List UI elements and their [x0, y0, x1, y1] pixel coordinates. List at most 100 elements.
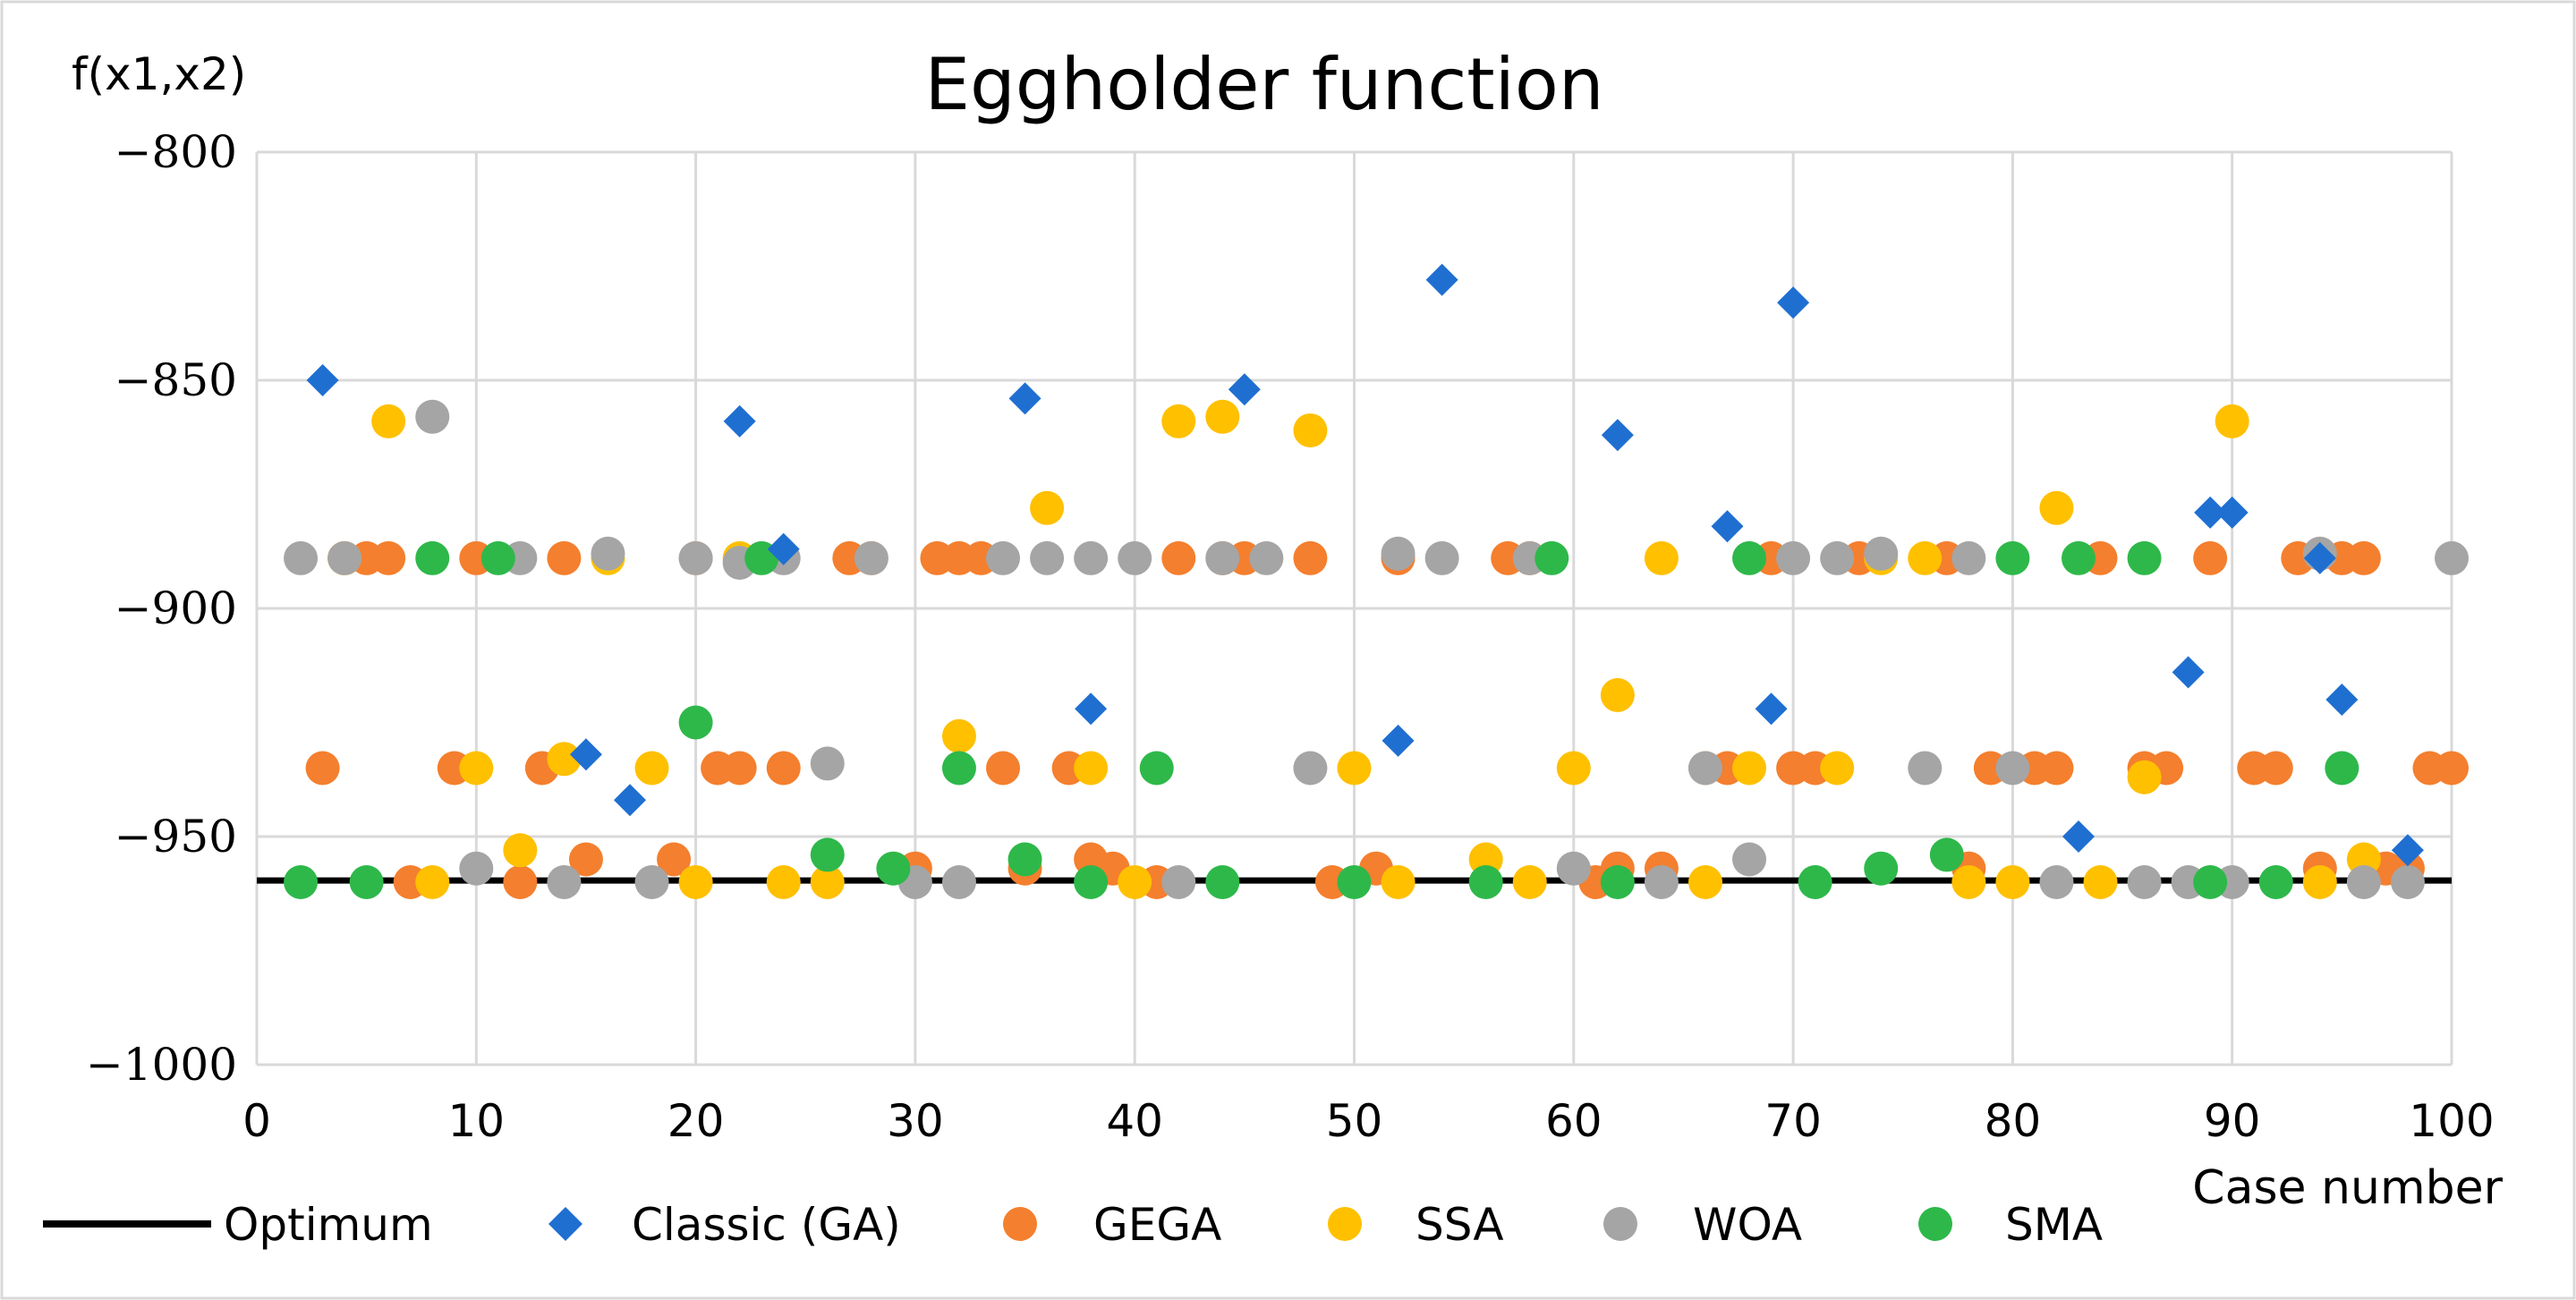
legend-sma-marker [1918, 1207, 1952, 1241]
ssa-point [2215, 404, 2249, 438]
ssa-point [678, 865, 713, 899]
x-tick-label: 20 [667, 1095, 725, 1147]
ssa-point [1074, 751, 1109, 786]
legend-gega-label: GEGA [1093, 1199, 1221, 1251]
sma-point [2061, 540, 2096, 575]
ssa-point [1908, 540, 1943, 575]
woa-point [1074, 540, 1109, 575]
sma-point [284, 865, 319, 899]
series-classic-ga [306, 263, 2424, 867]
ssa-point [1820, 751, 1855, 786]
woa-point [2435, 540, 2469, 575]
ssa-point [415, 865, 450, 899]
woa-point [1118, 540, 1152, 575]
ssa-point [766, 865, 801, 899]
woa-point [678, 540, 713, 575]
woa-point [1732, 842, 1767, 877]
woa-point [2039, 865, 2074, 899]
ssa-point [1556, 751, 1591, 786]
ssa-point [1951, 865, 1986, 899]
woa-point [634, 865, 669, 899]
woa-point [1161, 865, 1196, 899]
classic-ga-point [1425, 263, 1458, 296]
x-tick-label: 60 [1545, 1095, 1603, 1147]
series-ssa [327, 399, 2381, 899]
classic-ga-point [767, 532, 800, 565]
x-tick-label: 70 [1764, 1095, 1822, 1147]
classic-ga-point [2391, 834, 2424, 867]
gega-point [1293, 540, 1328, 575]
classic-ga-point [1008, 382, 1041, 415]
classic-ga-point [614, 784, 647, 817]
sma-point [1995, 540, 2030, 575]
woa-point [2127, 865, 2162, 899]
classic-ga-point [2194, 496, 2227, 529]
woa-point [1908, 751, 1943, 786]
sma-point [1929, 837, 1964, 872]
ssa-point [1293, 413, 1328, 448]
woa-point [1556, 851, 1591, 886]
y-tick-label: −950 [115, 811, 237, 862]
gega-point [2258, 751, 2293, 786]
x-tick-label: 50 [1326, 1095, 1383, 1147]
series-sma [284, 540, 2359, 899]
classic-ga-point [2172, 656, 2205, 689]
sma-point [415, 540, 450, 575]
gega-point [547, 540, 582, 575]
classic-ga-point [306, 364, 339, 396]
woa-point [810, 746, 845, 781]
classic-ga-point [723, 404, 756, 438]
woa-point [1995, 751, 2030, 786]
ssa-point [634, 751, 669, 786]
ssa-point [2127, 760, 2162, 794]
classic-ga-point [2215, 496, 2249, 529]
woa-point [415, 399, 450, 434]
gega-point [1161, 540, 1196, 575]
ssa-point [1600, 677, 1635, 712]
y-tick-label: −850 [115, 354, 237, 406]
woa-point [1864, 536, 1899, 571]
ssa-point [2039, 490, 2074, 525]
woa-point [547, 865, 582, 899]
woa-point [1030, 540, 1065, 575]
sma-point [1337, 865, 1372, 899]
x-tick-label: 40 [1106, 1095, 1163, 1147]
legend-classic-ga-marker [548, 1207, 582, 1241]
gega-point [568, 842, 603, 877]
gega-point [371, 540, 406, 575]
legend-classic-ga-label: Classic (GA) [632, 1199, 901, 1251]
x-tick-label: 90 [2204, 1095, 2261, 1147]
classic-ga-point [1755, 692, 1788, 726]
woa-point [591, 536, 625, 571]
y-tick-label: −1000 [86, 1039, 237, 1091]
woa-point [284, 540, 319, 575]
woa-point [1381, 536, 1416, 571]
legend-optimum-label: Optimum [224, 1199, 433, 1251]
gega-point [986, 751, 1021, 786]
y-tick-label: −800 [115, 126, 237, 178]
ssa-point [1381, 865, 1416, 899]
woa-point [1644, 865, 1679, 899]
sma-point [2193, 865, 2228, 899]
legend-ssa-marker [1328, 1207, 1362, 1241]
sma-point [1600, 865, 1635, 899]
classic-ga-point [2325, 684, 2359, 716]
classic-ga-point [2062, 820, 2095, 853]
ssa-point [1118, 865, 1152, 899]
sma-point [2325, 751, 2359, 786]
x-tick-label: 30 [887, 1095, 944, 1147]
sma-point [1732, 540, 1767, 575]
legend-gega-marker [1003, 1207, 1037, 1241]
ssa-point [503, 833, 538, 868]
gega-point [2346, 540, 2381, 575]
x-tick-label: 100 [2409, 1095, 2494, 1147]
ssa-point [1337, 751, 1372, 786]
classic-ga-point [569, 738, 602, 771]
sma-point [1139, 751, 1174, 786]
woa-point [1293, 751, 1328, 786]
y-tick-label: −900 [115, 582, 237, 634]
woa-point [1951, 540, 1986, 575]
